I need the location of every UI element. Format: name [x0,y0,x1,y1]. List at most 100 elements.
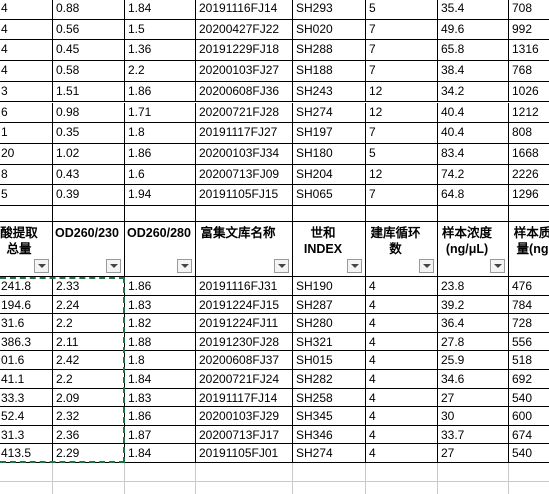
empty-cell[interactable] [53,463,125,482]
table-cell[interactable]: 12 [366,164,438,186]
table-cell[interactable]: 20191117FJ27 [196,123,293,144]
table-cell[interactable]: 1.86 [125,277,196,296]
table-cell[interactable]: SH282 [293,370,366,389]
table-cell[interactable]: 23.8 [438,277,509,296]
empty-cell[interactable] [293,463,366,482]
empty-cell[interactable] [366,482,438,494]
table-cell[interactable]: 20191116FJ31 [196,277,293,296]
table-cell[interactable]: 41.1 [0,370,53,389]
table-cell[interactable]: 1296 [509,185,549,206]
table-cell[interactable]: 518 [509,351,549,370]
table-cell[interactable]: 4 [366,351,438,370]
empty-cell[interactable] [125,206,196,222]
filter-dropdown-icon[interactable] [34,259,49,273]
table-cell[interactable]: 65.8 [438,40,509,62]
table-cell[interactable]: 476 [509,277,549,296]
table-cell[interactable]: 12 [366,81,438,103]
table-cell[interactable]: 4 [0,40,53,62]
empty-cell[interactable] [0,206,53,222]
table-cell[interactable]: SH288 [293,40,366,62]
table-cell[interactable]: 1.83 [125,388,196,408]
table-cell[interactable]: 20200103FJ34 [196,143,293,165]
table-cell[interactable]: 7 [366,185,438,206]
table-cell[interactable]: 20200721FJ28 [196,102,293,124]
table-cell[interactable]: SH258 [293,388,366,408]
table-cell[interactable]: 25.9 [438,351,509,370]
empty-cell[interactable] [293,482,366,494]
table-cell[interactable]: 4 [366,295,438,315]
table-cell[interactable]: 728 [509,314,549,333]
empty-cell[interactable] [196,206,293,222]
empty-cell[interactable] [366,206,438,222]
table-cell[interactable]: 1.02 [53,143,125,165]
table-cell[interactable]: 808 [509,123,549,144]
table-cell[interactable]: SH287 [293,295,366,315]
empty-cell[interactable] [0,463,53,482]
table-cell[interactable]: 0.45 [53,40,125,62]
table-cell[interactable]: SH197 [293,123,366,144]
table-cell[interactable]: SH015 [293,351,366,370]
table-cell[interactable]: 20200427FJ22 [196,19,293,41]
table-cell[interactable]: 540 [509,444,549,463]
table-cell[interactable]: 20 [0,143,53,165]
table-cell[interactable]: 1.82 [125,314,196,333]
empty-cell[interactable] [438,206,509,222]
table-cell[interactable]: 7 [366,40,438,62]
table-cell[interactable]: 20191224FJ11 [196,314,293,333]
table-cell[interactable]: 20200103FJ29 [196,407,293,426]
table-cell[interactable]: 27 [438,388,509,408]
table-cell[interactable]: SH020 [293,19,366,41]
column-header[interactable]: 样本浓度(ng/μL) [438,222,509,277]
table-cell[interactable]: 8 [0,164,53,186]
empty-cell[interactable] [125,463,196,482]
table-cell[interactable]: 38.4 [438,61,509,82]
table-cell[interactable]: 241.8 [0,277,53,296]
table-cell[interactable]: SH065 [293,185,366,206]
table-cell[interactable]: 1316 [509,40,549,62]
table-cell[interactable]: 992 [509,20,549,41]
table-cell[interactable]: 4 [366,332,438,352]
table-cell[interactable]: SH274 [293,102,366,124]
table-cell[interactable]: 01.6 [0,351,53,370]
table-cell[interactable]: SH243 [293,81,366,103]
table-cell[interactable]: 0.43 [53,164,125,186]
table-cell[interactable]: 1026 [509,82,549,103]
table-cell[interactable]: 20200713FJ17 [196,425,293,445]
table-cell[interactable]: 7 [366,61,438,82]
table-cell[interactable]: 40.4 [438,123,509,144]
table-cell[interactable]: 0.58 [53,61,125,82]
table-cell[interactable]: 692 [509,370,549,389]
table-cell[interactable]: 4 [366,407,438,426]
table-cell[interactable]: 5 [0,185,53,206]
table-cell[interactable]: 2226 [509,165,549,186]
table-cell[interactable]: 3 [0,81,53,103]
table-cell[interactable]: 5 [366,143,438,165]
table-cell[interactable]: 7 [366,123,438,144]
table-cell[interactable]: 0.39 [53,185,125,206]
table-cell[interactable]: SH274 [293,444,366,463]
table-cell[interactable]: 6 [0,102,53,124]
table-cell[interactable]: 4 [0,19,53,41]
table-cell[interactable]: 31.3 [0,425,53,445]
filter-dropdown-icon[interactable] [490,259,505,273]
table-cell[interactable]: 1.84 [125,370,196,389]
table-cell[interactable]: 0.98 [53,102,125,124]
table-cell[interactable]: 1.87 [125,425,196,445]
table-cell[interactable]: 12 [366,102,438,124]
table-cell[interactable]: 83.4 [438,143,509,165]
table-cell[interactable]: 20191117FJ14 [196,388,293,408]
table-cell[interactable]: 1.84 [125,444,196,463]
table-cell[interactable]: 1.84 [125,0,196,20]
empty-cell[interactable] [0,482,53,494]
table-cell[interactable]: 49.6 [438,19,509,41]
table-cell[interactable]: 674 [509,426,549,445]
table-cell[interactable]: 20191105FJ15 [196,185,293,206]
table-cell[interactable]: 33.7 [438,425,509,445]
table-cell[interactable]: 7 [366,19,438,41]
table-cell[interactable]: 20191116FJ14 [196,0,293,20]
table-cell[interactable]: 1 [0,123,53,144]
column-header[interactable]: 样本质量(ng [509,222,549,277]
table-cell[interactable]: 34.2 [438,81,509,103]
table-cell[interactable]: 4 [0,0,53,20]
table-cell[interactable]: SH280 [293,314,366,333]
